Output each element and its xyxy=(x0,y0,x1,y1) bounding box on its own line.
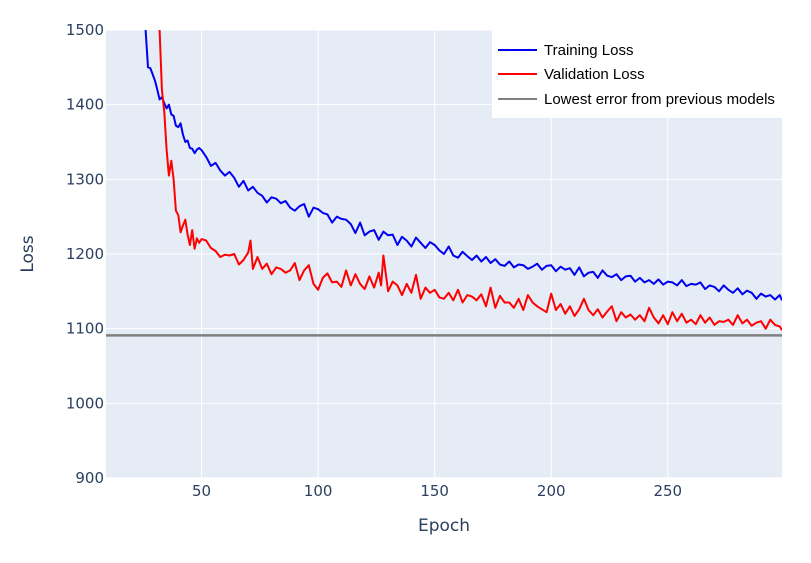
y-tick-label: 1100 xyxy=(66,320,104,338)
x-tick-label: 150 xyxy=(420,482,449,500)
legend[interactable]: Training Loss Validation Loss Lowest err… xyxy=(492,30,782,118)
x-tick-label: 200 xyxy=(537,482,566,500)
y-tick-label: 1500 xyxy=(66,21,104,39)
y-tick-labels: 900 1000 1100 1200 1300 1400 1500 xyxy=(66,21,104,487)
series-layer xyxy=(106,30,782,337)
y-tick-label: 1200 xyxy=(66,245,104,263)
legend-label-training: Training Loss xyxy=(544,42,634,59)
x-axis-title: Epoch xyxy=(418,516,470,536)
y-tick-label: 1300 xyxy=(66,170,104,188)
y-axis-title: Loss xyxy=(18,235,38,272)
legend-label-baseline: Lowest error from previous models xyxy=(544,91,775,108)
x-tick-labels: 50 100 150 200 250 xyxy=(192,482,682,500)
x-tick-label: 100 xyxy=(304,482,333,500)
legend-label-validation: Validation Loss xyxy=(544,66,645,83)
y-tick-label: 1000 xyxy=(66,394,104,412)
x-tick-label: 250 xyxy=(653,482,682,500)
validation-loss-line xyxy=(158,30,782,331)
x-tick-label: 50 xyxy=(192,482,211,500)
training-loss-line xyxy=(144,30,782,301)
y-tick-label: 900 xyxy=(75,469,104,487)
y-tick-label: 1400 xyxy=(66,96,104,114)
legend-box xyxy=(492,30,782,118)
